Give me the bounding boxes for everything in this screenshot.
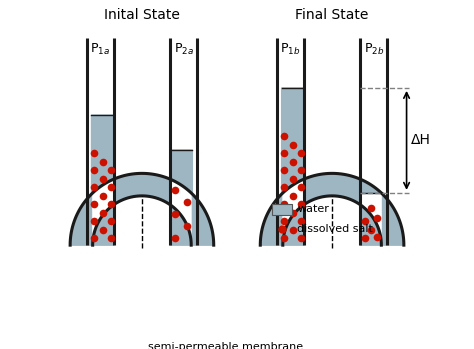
FancyBboxPatch shape [272,203,292,215]
Text: ΔH: ΔH [411,133,431,147]
Text: dissolved salt: dissolved salt [297,224,373,234]
Text: Inital State: Inital State [104,8,180,22]
Text: P$_{2a}$: P$_{2a}$ [174,42,194,57]
Text: P$_{2b}$: P$_{2b}$ [364,42,384,57]
Text: semi-permeable membrane: semi-permeable membrane [148,342,303,349]
Polygon shape [260,88,404,245]
Polygon shape [70,115,214,245]
Text: P$_{1a}$: P$_{1a}$ [90,42,110,57]
Text: P$_{1b}$: P$_{1b}$ [280,42,301,57]
Text: water: water [297,205,329,215]
Text: Final State: Final State [295,8,369,22]
